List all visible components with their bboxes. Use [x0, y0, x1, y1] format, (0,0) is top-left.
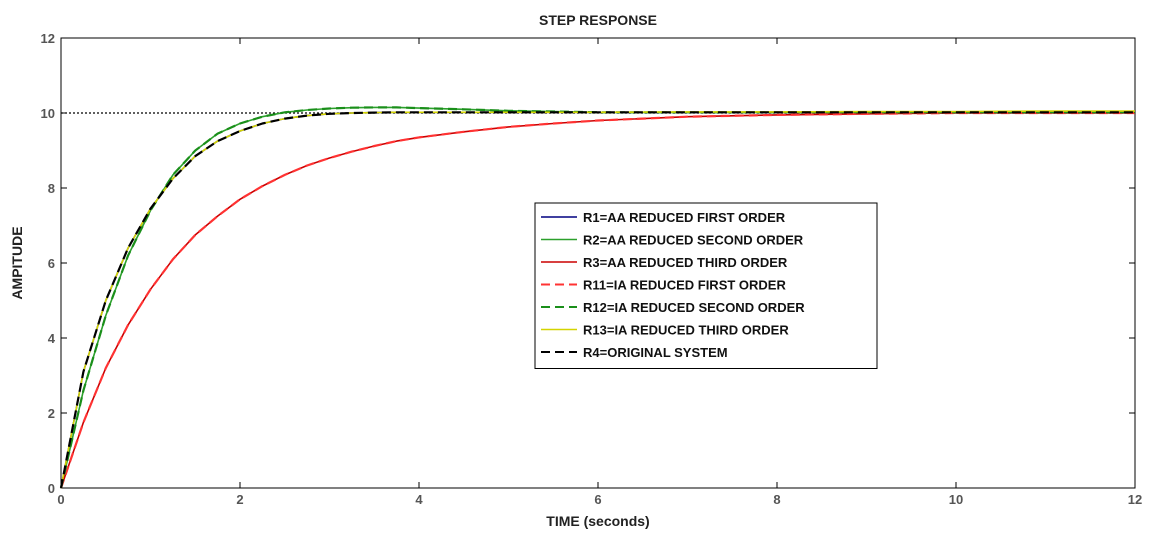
- legend-entry-r13: R13=IA REDUCED THIRD ORDER: [583, 323, 789, 338]
- legend-entry-r12: R12=IA REDUCED SECOND ORDER: [583, 300, 805, 315]
- x-tick-label: 4: [415, 492, 423, 507]
- chart-title: STEP RESPONSE: [539, 12, 657, 28]
- legend-entry-r4: R4=ORIGINAL SYSTEM: [583, 345, 728, 360]
- x-tick-label: 8: [773, 492, 780, 507]
- x-tick-label: 10: [949, 492, 963, 507]
- y-tick-label: 4: [48, 331, 56, 346]
- y-tick-label: 8: [48, 181, 55, 196]
- legend-box: [534, 202, 878, 369]
- y-tick-label: 2: [48, 406, 55, 421]
- legend-entry-r11: R11=IA REDUCED FIRST ORDER: [583, 278, 786, 293]
- legend: R1=AA REDUCED FIRST ORDER R2=AA REDUCED S…: [534, 202, 878, 369]
- legend-entry-r3: R3=AA REDUCED THIRD ORDER: [583, 255, 788, 270]
- y-tick-label: 0: [48, 481, 55, 496]
- series-r4-line: [59, 111, 1135, 489]
- series-r11-line: [59, 111, 1135, 489]
- legend-entry-r2: R2=AA REDUCED SECOND ORDER: [583, 233, 804, 248]
- y-tick-label: 12: [41, 31, 55, 46]
- x-tick-label: 6: [594, 492, 601, 507]
- y-axis-label: AMPITUDE: [9, 226, 25, 299]
- y-tick-label: 6: [48, 256, 55, 271]
- x-tick-label: 0: [57, 492, 64, 507]
- x-tick-label: 2: [236, 492, 243, 507]
- legend-entry-r1: R1=AA REDUCED FIRST ORDER: [583, 210, 786, 225]
- x-axis-label: TIME (seconds): [546, 513, 649, 529]
- x-tick-label: 12: [1128, 492, 1142, 507]
- y-tick-label: 10: [41, 106, 55, 121]
